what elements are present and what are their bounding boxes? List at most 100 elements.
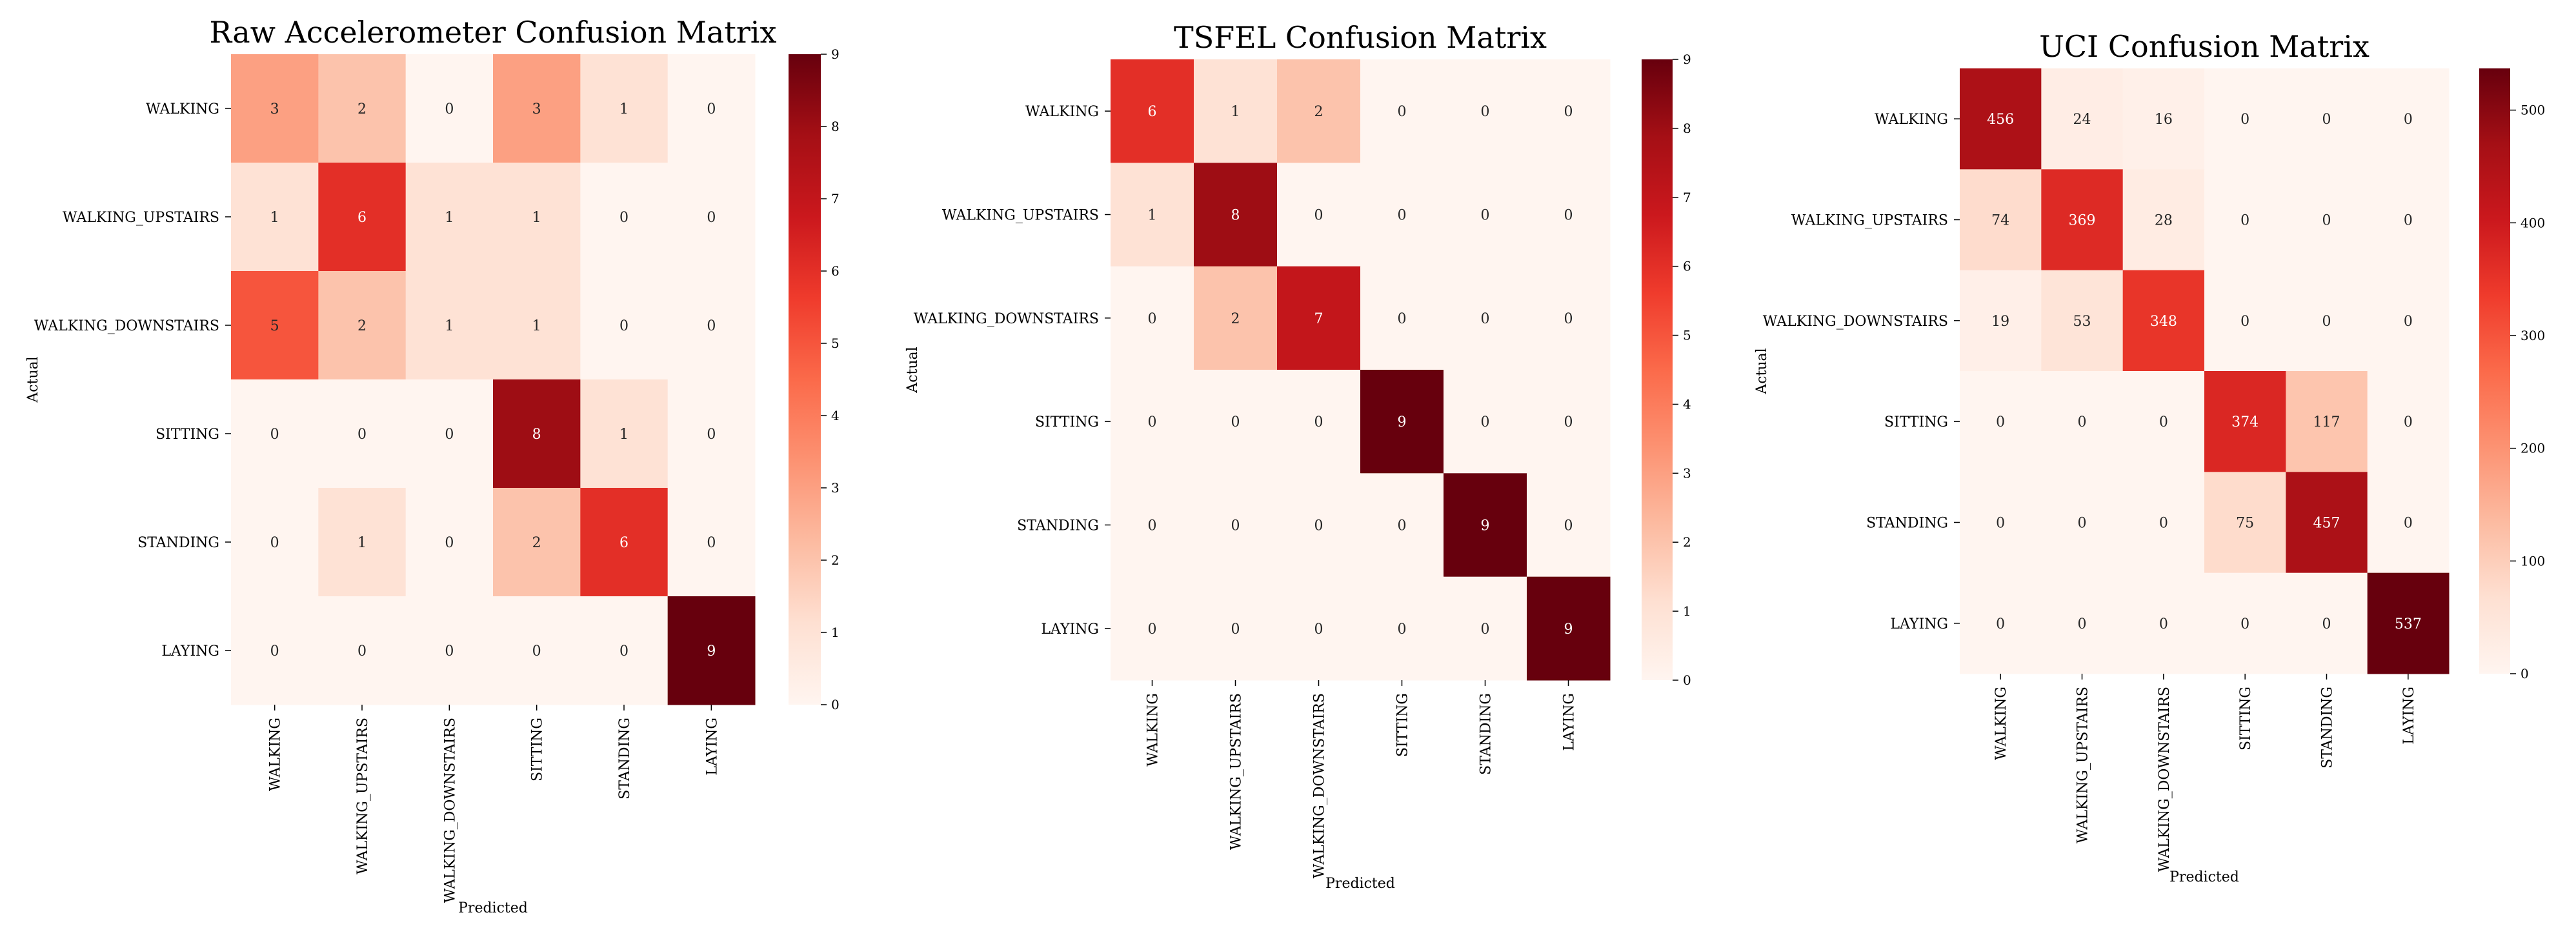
colorbar — [2479, 68, 2510, 674]
colorbar-tick-label: 5 — [831, 336, 840, 351]
heatmap-cell — [318, 163, 407, 272]
heatmap-cell — [231, 163, 319, 272]
heatmap-cell — [580, 379, 669, 489]
heatmap-cell — [231, 271, 319, 380]
cell-value-label: 2 — [532, 535, 541, 551]
cell-value-label: 0 — [2240, 616, 2249, 632]
colorbar-tick-label: 0 — [831, 697, 840, 712]
cell-value-label: 348 — [2150, 314, 2177, 330]
cell-value-label: 0 — [2322, 616, 2331, 632]
x-axis-label: Predicted — [458, 900, 528, 916]
y-tick-label: LAYING — [1890, 616, 1948, 632]
heatmap-cell — [2286, 371, 2368, 472]
colorbar-tick-label: 4 — [831, 408, 840, 423]
cell-value-label: 0 — [445, 643, 454, 660]
cell-value-label: 0 — [1564, 518, 1573, 534]
cell-value-label: 1 — [1231, 104, 1240, 120]
cell-value-label: 369 — [2069, 213, 2096, 229]
heatmap-cell — [1444, 266, 1527, 370]
heatmap-cell — [1444, 370, 1527, 474]
heatmap-cell — [1194, 370, 1278, 474]
cell-value-label: 0 — [707, 318, 716, 334]
cell-value-label: 8 — [532, 427, 541, 443]
cell-value-label: 0 — [1481, 621, 1490, 638]
cell-value-label: 0 — [445, 427, 454, 443]
cell-value-label: 1 — [445, 318, 454, 334]
heatmap-cell — [1194, 576, 1278, 681]
heatmap-cell — [318, 596, 407, 705]
x-tick-label: WALKING — [1993, 687, 2009, 760]
colorbar-tick-label: 6 — [831, 263, 840, 279]
heatmap-cell — [1277, 163, 1361, 267]
heatmap-cell — [1527, 473, 1611, 578]
cell-value-label: 0 — [2404, 516, 2413, 532]
cell-value-label: 0 — [270, 643, 279, 660]
heatmap-cell — [1527, 59, 1611, 163]
y-tick-label: WALKING — [1875, 112, 1948, 128]
cell-value-label: 117 — [2313, 414, 2340, 430]
heatmap-cell — [493, 488, 581, 597]
heatmap-cell — [580, 488, 669, 597]
cell-value-label: 0 — [619, 318, 629, 334]
cell-value-label: 2 — [1231, 311, 1240, 327]
cell-value-label: 8 — [1231, 208, 1240, 224]
heatmap-cell — [1960, 371, 2042, 472]
heatmap-cell — [2367, 472, 2450, 574]
cell-value-label: 0 — [1231, 518, 1240, 534]
x-tick-label: LAYING — [704, 718, 720, 776]
heatmap-cell — [1111, 370, 1194, 474]
cell-value-label: 537 — [2395, 616, 2422, 632]
heatmap-cell — [1527, 370, 1611, 474]
cell-value-label: 1 — [1148, 208, 1157, 224]
cell-value-label: 0 — [1398, 621, 1407, 638]
heatmap-cell — [2286, 68, 2368, 170]
cell-value-label: 3 — [270, 101, 279, 117]
heatmap-cell — [493, 596, 581, 705]
heatmap-cell — [1960, 572, 2042, 674]
y-tick-label: WALKING_DOWNSTAIRS — [1763, 314, 1948, 330]
heatmap-cell — [405, 163, 494, 272]
heatmap-cell — [2122, 169, 2205, 271]
heatmap-cell — [1277, 576, 1361, 681]
colorbar-tick-label: 400 — [2521, 215, 2545, 230]
heatmap-cell — [405, 596, 494, 705]
cell-value-label: 0 — [2159, 414, 2168, 430]
cell-value-label: 0 — [2404, 112, 2413, 128]
x-tick-label: WALKING — [268, 718, 284, 791]
cell-value-label: 0 — [1996, 414, 2005, 430]
chart-title: Raw Accelerometer Confusion Matrix — [210, 15, 777, 50]
heatmap-cell — [1194, 266, 1278, 370]
cell-value-label: 9 — [707, 643, 716, 660]
chart-title: TSFEL Confusion Matrix — [1174, 20, 1547, 55]
colorbar-tick-label: 9 — [831, 46, 840, 62]
heatmap-cell — [231, 488, 319, 597]
heatmap-cell — [667, 596, 756, 705]
cell-value-label: 0 — [1231, 621, 1240, 638]
cell-value-label: 0 — [1564, 208, 1573, 224]
colorbar-tick-label: 7 — [831, 191, 840, 207]
heatmap-cell — [2041, 572, 2124, 674]
heatmap-cell — [2204, 371, 2286, 472]
x-tick-label: WALKING_DOWNSTAIRS — [442, 718, 458, 903]
heatmap-cell — [2122, 270, 2205, 372]
heatmap-cell — [2286, 270, 2368, 372]
cell-value-label: 0 — [1398, 104, 1407, 120]
heatmap-cell — [1194, 473, 1278, 578]
colorbar-tick-label: 6 — [1683, 259, 1691, 274]
cell-value-label: 0 — [270, 427, 279, 443]
heatmap-cell — [318, 379, 407, 489]
cell-value-label: 1 — [445, 210, 454, 226]
heatmap-cell — [2041, 169, 2124, 271]
x-axis-label: Predicted — [1325, 876, 1395, 892]
x-tick-label: STANDING — [1478, 693, 1494, 775]
cell-value-label: 5 — [270, 318, 279, 334]
cell-value-label: 0 — [1564, 104, 1573, 120]
heatmap-cell — [1360, 266, 1444, 370]
cell-value-label: 24 — [2073, 112, 2091, 128]
x-tick-label: WALKING_DOWNSTAIRS — [1312, 693, 1328, 878]
cell-value-label: 0 — [1398, 311, 1407, 327]
y-tick-label: STANDING — [137, 535, 219, 551]
x-tick-label: WALKING_UPSTAIRS — [1229, 693, 1245, 850]
cell-value-label: 0 — [707, 535, 716, 551]
